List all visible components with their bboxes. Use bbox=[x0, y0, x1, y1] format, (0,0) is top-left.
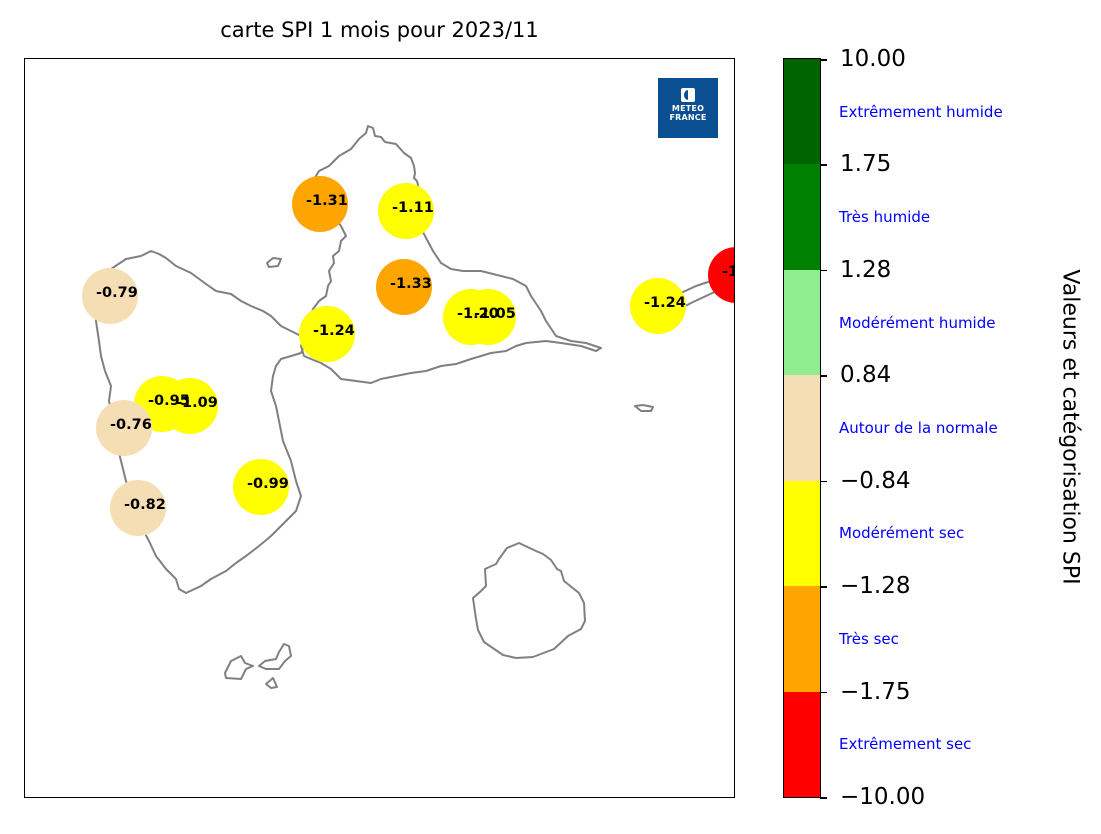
colorbar-segment bbox=[784, 375, 820, 482]
station-marker bbox=[82, 268, 138, 324]
map-canvas: -1.31 -1.11 -1.33 -1.20-1.05 -1.24 -1.24 -1.85… bbox=[82, 125, 734, 689]
meteo-france-logo: METEO FRANCE bbox=[658, 78, 718, 138]
colorbar bbox=[783, 58, 821, 798]
colorbar-title: Valeurs et catégorisation SPI bbox=[1057, 269, 1083, 585]
station-value-label: -1.33 bbox=[390, 276, 432, 292]
station-value-label: -1.85 bbox=[722, 264, 734, 280]
station-value-label: -0.82 bbox=[124, 497, 166, 513]
station-marker bbox=[378, 183, 434, 239]
coastline-marie-galante bbox=[472, 542, 586, 659]
colorbar-category-label: Très humide bbox=[839, 208, 931, 227]
colorbar-segment bbox=[784, 586, 820, 693]
coastline-les-saintes-1 bbox=[224, 655, 254, 680]
coastline-les-saintes-2 bbox=[258, 643, 292, 670]
logo-text-line2: FRANCE bbox=[669, 113, 707, 122]
station-marker bbox=[96, 400, 152, 456]
colorbar-segment bbox=[784, 691, 820, 798]
colorbar-tick-mark bbox=[820, 59, 827, 61]
map-panel: -1.31 -1.11 -1.33 -1.20-1.05 -1.24 -1.24 -1.85… bbox=[24, 58, 735, 798]
colorbar-tick-mark bbox=[820, 797, 827, 799]
colorbar-segment bbox=[784, 269, 820, 376]
colorbar-tick-mark bbox=[820, 586, 827, 588]
colorbar-tick-label: −0.84 bbox=[840, 467, 911, 494]
colorbar-segment bbox=[784, 480, 820, 587]
colorbar-category-label: Modérément sec bbox=[839, 524, 965, 543]
coastline-islet-1 bbox=[266, 257, 282, 268]
coastline-basse-terre bbox=[95, 250, 305, 594]
colorbar-category-label: Extrêmement humide bbox=[839, 102, 1003, 121]
station-markers: -1.31 -1.11 -1.33 -1.20-1.05 -1.24 -1.24 -1.85… bbox=[82, 176, 734, 536]
coastline-petite-terre bbox=[634, 404, 654, 412]
station-marker bbox=[460, 289, 516, 345]
colorbar-segment bbox=[784, 164, 820, 271]
coastline-les-saintes-3 bbox=[265, 677, 278, 689]
colorbar-tick-label: 0.84 bbox=[840, 362, 892, 389]
station-marker bbox=[110, 480, 166, 536]
colorbar-tick-label: −1.75 bbox=[840, 678, 911, 705]
station-marker bbox=[630, 278, 686, 334]
colorbar-tick-label: −1.28 bbox=[840, 573, 911, 600]
chart-title: carte SPI 1 mois pour 2023/11 bbox=[220, 18, 539, 42]
colorbar-tick-mark bbox=[820, 164, 827, 166]
station-marker bbox=[162, 378, 218, 434]
colorbar-category-label: Modérément humide bbox=[839, 313, 996, 332]
station-marker bbox=[376, 259, 432, 315]
colorbar-tick-mark bbox=[820, 691, 827, 694]
station-value-label: -1.24 bbox=[644, 295, 686, 311]
colorbar-tick-label: −10.00 bbox=[840, 784, 926, 810]
station-value-label: -1.05 bbox=[474, 306, 516, 322]
meteo-france-logo-icon bbox=[681, 88, 695, 102]
colorbar-category-label: Autour de la normale bbox=[839, 419, 998, 437]
logo-text-line1: METEO bbox=[671, 104, 705, 113]
colorbar-tick-mark bbox=[820, 480, 827, 483]
colorbar-tick-mark bbox=[820, 375, 827, 377]
station-value-label: -0.99 bbox=[247, 476, 289, 492]
station-value-label: -0.95 bbox=[148, 393, 190, 409]
station-marker bbox=[292, 176, 348, 232]
station-value-label: -1.20 bbox=[457, 306, 499, 322]
colorbar-category-label: Extrêmement sec bbox=[839, 735, 972, 754]
colorbar-tick-label: 10.00 bbox=[840, 46, 906, 72]
station-value-label: -1.31 bbox=[306, 193, 348, 209]
colorbar-tick-label: 1.75 bbox=[840, 151, 892, 178]
colorbar-tick-label: 1.28 bbox=[840, 256, 892, 283]
station-value-label: -1.09 bbox=[176, 395, 218, 411]
station-value-label: -0.79 bbox=[96, 285, 138, 301]
colorbar-category-label: Très sec bbox=[839, 629, 899, 648]
station-marker bbox=[299, 306, 355, 362]
station-marker bbox=[233, 459, 289, 515]
station-value-label: -1.24 bbox=[313, 323, 355, 339]
colorbar-tick-mark bbox=[820, 269, 827, 272]
station-value-label: -0.76 bbox=[110, 417, 152, 433]
station-value-label: -1.11 bbox=[392, 200, 434, 216]
colorbar-segment bbox=[784, 59, 820, 165]
station-marker bbox=[708, 247, 734, 303]
